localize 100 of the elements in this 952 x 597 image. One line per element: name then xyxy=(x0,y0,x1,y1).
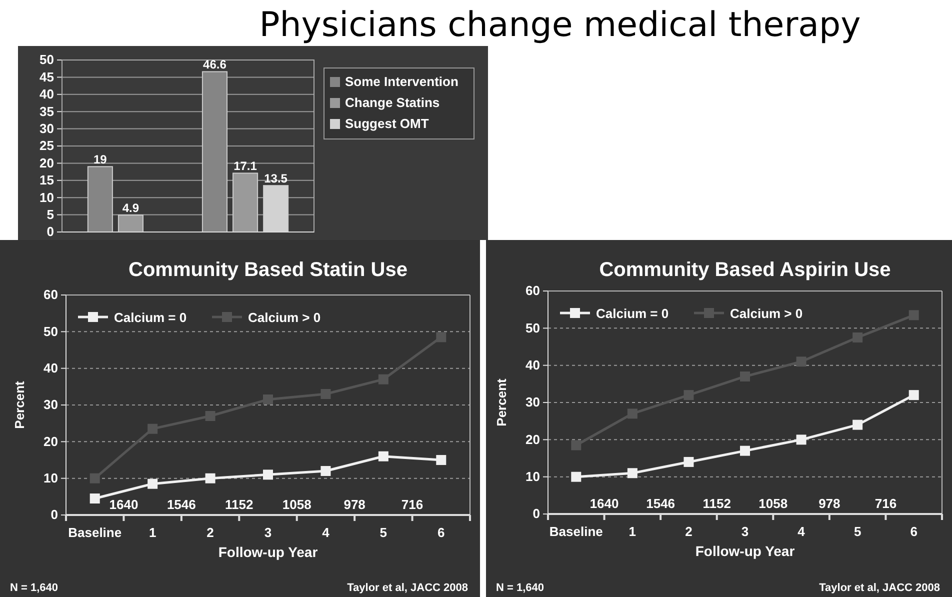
point xyxy=(852,420,863,430)
y-tick-label: 10 xyxy=(44,470,58,486)
point xyxy=(378,451,388,462)
point xyxy=(320,466,331,476)
y-tick-label: 20 xyxy=(526,432,540,447)
point xyxy=(740,446,750,456)
y-tick-label: 15 xyxy=(40,172,54,188)
y-tick-label: 0 xyxy=(50,507,58,522)
annotation: 1152 xyxy=(702,496,731,511)
y-tick-label: 30 xyxy=(526,394,540,410)
y-axis-title: Percent xyxy=(494,378,509,426)
point xyxy=(571,440,582,450)
annotation: 978 xyxy=(344,497,366,512)
y-tick-label: 30 xyxy=(40,120,54,136)
x-axis-title: Follow-up Year xyxy=(218,544,318,560)
y-tick-label: 50 xyxy=(526,320,540,336)
text: Physicians change medical therapy xyxy=(259,5,861,45)
data-label: 19 xyxy=(94,152,108,167)
point xyxy=(436,332,446,342)
bar xyxy=(87,166,113,232)
legend-label: Calcium > 0 xyxy=(248,310,321,325)
y-tick-label: 30 xyxy=(44,397,58,412)
y-tick-label: 50 xyxy=(44,324,58,339)
x-tick-label: 2 xyxy=(685,524,692,539)
x-tick-label: 1 xyxy=(628,524,636,539)
bar xyxy=(202,71,228,232)
chart-title: Community Based Statin Use xyxy=(128,259,408,281)
point xyxy=(684,390,694,400)
legend-label: Calcium = 0 xyxy=(114,310,187,325)
annotation: 1640 xyxy=(109,497,138,512)
point xyxy=(908,390,919,400)
x-tick-label: 4 xyxy=(322,525,330,540)
point xyxy=(90,473,100,484)
point xyxy=(852,332,863,342)
annotation: 716 xyxy=(874,496,897,511)
x-tick-label: 5 xyxy=(380,525,388,540)
point xyxy=(263,470,273,480)
x-tick-label: 2 xyxy=(206,525,214,540)
chart-title: Community Based Aspirin Use xyxy=(599,259,891,281)
y-tick-label: 50 xyxy=(40,52,54,68)
x-tick-label: Baseline xyxy=(549,524,603,539)
y-tick-label: 0 xyxy=(532,506,540,522)
legend-label: Calcium = 0 xyxy=(596,306,669,321)
legend-label: Suggest OMT xyxy=(345,116,429,131)
x-tick-label: 1 xyxy=(148,525,156,540)
y-tick-label: 20 xyxy=(44,434,58,449)
point xyxy=(320,389,331,399)
point xyxy=(908,310,919,320)
x-tick-label: 6 xyxy=(910,524,918,539)
annotation: 978 xyxy=(818,496,840,511)
point xyxy=(205,473,216,484)
y-tick-label: 0 xyxy=(46,224,54,240)
x-tick-label: 4 xyxy=(798,524,806,539)
data-label: 13.5 xyxy=(264,172,288,186)
legend-label: Change Statins xyxy=(345,95,440,110)
legend-label: Some Intervention xyxy=(345,74,458,89)
annotation: 1058 xyxy=(282,497,312,512)
y-tick-label: 5 xyxy=(46,206,54,222)
x-axis-title: Follow-up Year xyxy=(695,543,796,559)
point xyxy=(796,356,806,367)
point xyxy=(90,494,100,504)
point xyxy=(740,371,750,382)
y-tick-label: 35 xyxy=(40,104,54,119)
point xyxy=(205,411,216,421)
legend-label: Calcium > 0 xyxy=(730,306,803,321)
text: N = 1,640 xyxy=(496,582,544,594)
point xyxy=(627,468,638,478)
annotation: 1546 xyxy=(166,497,196,512)
y-tick-label: 10 xyxy=(526,468,540,484)
data-label: 46.6 xyxy=(203,58,227,72)
annotation: 1152 xyxy=(225,497,254,512)
annotation: 716 xyxy=(401,497,424,512)
point xyxy=(684,456,694,467)
data-label: 17.1 xyxy=(234,159,258,174)
point xyxy=(148,424,158,434)
point xyxy=(627,408,638,419)
y-tick-label: 20 xyxy=(40,155,54,170)
text: Taylor et al, JACC 2008 xyxy=(819,582,940,594)
point xyxy=(263,394,273,404)
point xyxy=(436,455,446,465)
x-tick-label: 3 xyxy=(264,525,272,540)
annotation: 1640 xyxy=(590,496,619,511)
data-label: 4.9 xyxy=(122,201,140,216)
x-tick-label: Baseline xyxy=(68,525,122,540)
y-tick-label: 25 xyxy=(40,138,54,154)
point xyxy=(148,478,158,489)
x-tick-label: 5 xyxy=(854,524,862,539)
x-tick-label: 6 xyxy=(438,525,445,540)
point xyxy=(571,472,582,482)
point xyxy=(796,434,806,445)
y-axis-title: Percent xyxy=(12,380,27,429)
y-tick-label: 40 xyxy=(44,360,58,376)
y-tick-label: 10 xyxy=(40,190,54,205)
y-tick-label: 45 xyxy=(40,69,54,84)
y-tick-label: 60 xyxy=(526,283,540,298)
point xyxy=(378,374,388,384)
text: Taylor et al, JACC 2008 xyxy=(347,582,468,594)
text: N = 1,640 xyxy=(10,582,58,594)
annotation: 1546 xyxy=(646,496,676,511)
annotation: 1058 xyxy=(758,496,788,511)
